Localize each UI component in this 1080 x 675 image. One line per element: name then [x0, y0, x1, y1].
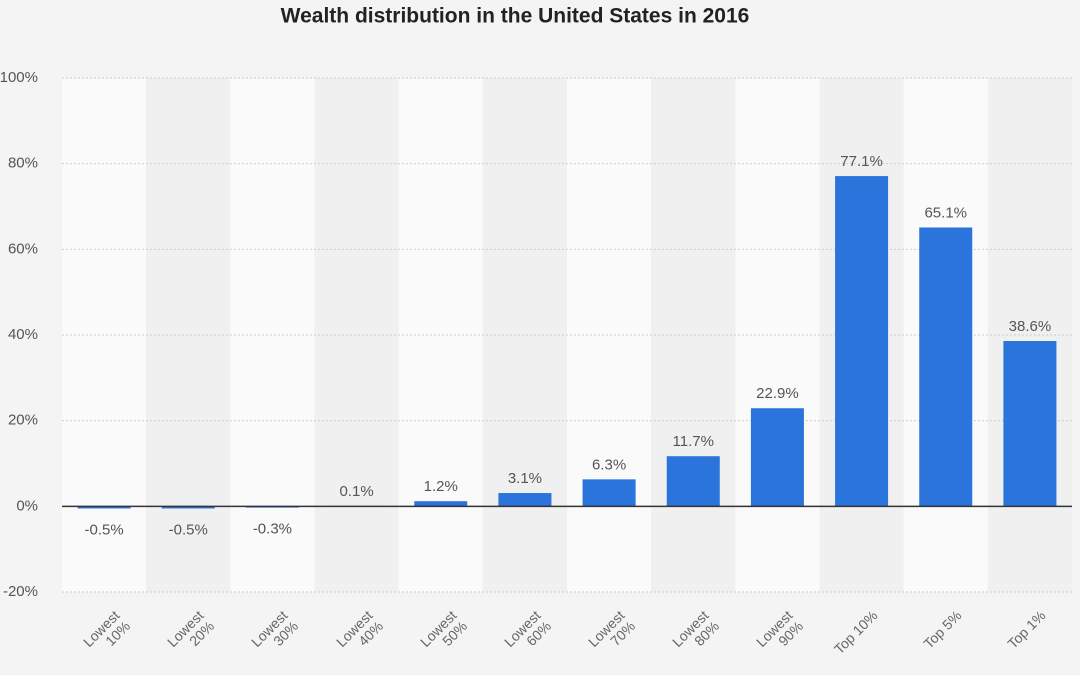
bar	[750, 408, 804, 507]
bar	[835, 176, 889, 507]
value-label: 3.1%	[508, 470, 542, 487]
y-tick-label: 100%	[0, 69, 38, 86]
value-label: 11.7%	[673, 433, 714, 450]
value-label: 0.1%	[339, 483, 373, 500]
value-label: 22.9%	[756, 385, 799, 402]
bar	[414, 501, 468, 507]
value-label: 65.1%	[924, 204, 967, 221]
bar	[498, 493, 552, 507]
value-label: -0.3%	[253, 521, 292, 538]
bar	[161, 506, 215, 509]
value-label: -0.5%	[84, 521, 123, 538]
y-tick-label: 40%	[8, 326, 38, 343]
value-label: 77.1%	[840, 153, 883, 170]
value-label: 1.2%	[424, 478, 458, 495]
value-label: 38.6%	[1009, 318, 1052, 335]
bar	[582, 479, 636, 507]
bar	[1003, 340, 1057, 507]
chart-title: Wealth distribution in the United States…	[281, 5, 750, 28]
value-label: -0.5%	[169, 521, 208, 538]
value-label: 6.3%	[592, 456, 626, 473]
y-tick-label: 20%	[8, 412, 38, 429]
bar	[919, 227, 973, 507]
y-tick-label: 80%	[8, 155, 38, 172]
bar	[666, 456, 720, 507]
y-tick-label: 0%	[16, 497, 38, 514]
y-tick-label: 60%	[8, 240, 38, 257]
bar	[77, 506, 131, 509]
y-tick-label: -20%	[3, 583, 38, 600]
